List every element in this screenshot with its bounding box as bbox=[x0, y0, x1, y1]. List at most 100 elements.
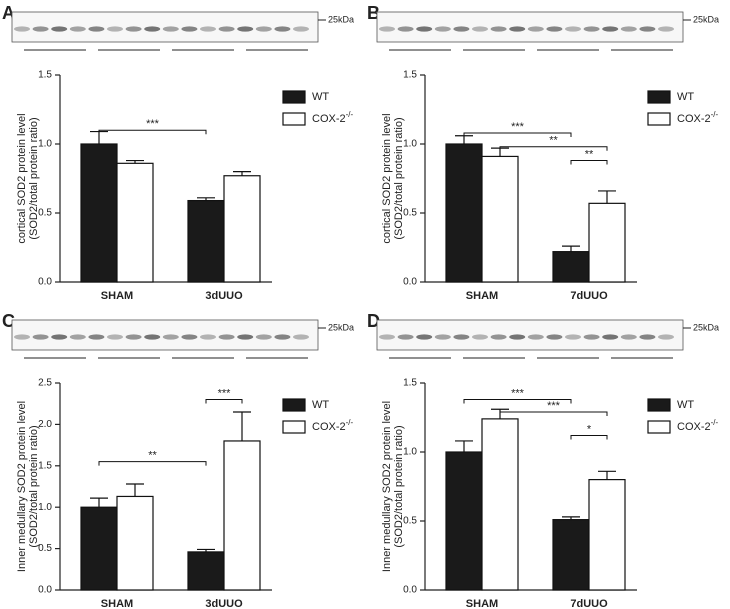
legend-name: COX-2 bbox=[312, 113, 346, 125]
blot-band bbox=[293, 334, 309, 340]
y-tick-label: 0.0 bbox=[403, 585, 417, 596]
significance-bracket bbox=[98, 129, 207, 135]
legend-swatch bbox=[282, 420, 306, 434]
bar bbox=[223, 175, 261, 283]
x-tick-label: 7dUUO bbox=[570, 598, 608, 609]
error-bar bbox=[126, 159, 144, 164]
y-tick-label: 0.0 bbox=[38, 277, 52, 288]
significance-label: ** bbox=[549, 135, 558, 147]
error-bar bbox=[197, 548, 215, 552]
blot-band bbox=[583, 26, 600, 32]
significance-label: *** bbox=[146, 118, 160, 130]
x-tick-label: 3dUUO bbox=[205, 598, 243, 609]
legend-name: WT bbox=[677, 91, 694, 103]
y-tick-label: 1.5 bbox=[403, 378, 417, 389]
error-bar bbox=[233, 411, 251, 441]
blot-band bbox=[69, 334, 86, 340]
legend-superscript: -/- bbox=[711, 110, 719, 119]
blot-band bbox=[658, 26, 674, 32]
blot-band bbox=[546, 334, 563, 340]
blot-band bbox=[602, 26, 619, 32]
significance-bracket bbox=[463, 132, 572, 137]
marker-label: 25kDa bbox=[693, 14, 719, 24]
y-tick-label: 0.5 bbox=[38, 543, 52, 554]
y-tick-label: 0.5 bbox=[403, 516, 417, 527]
bar bbox=[481, 418, 519, 591]
blot-band bbox=[416, 334, 433, 340]
bar bbox=[80, 143, 118, 283]
legend-swatch bbox=[282, 90, 306, 104]
blot-band bbox=[379, 334, 395, 340]
error-bar bbox=[233, 171, 251, 176]
y-axis-label: (SOD2/total protein ratio) bbox=[393, 117, 405, 239]
error-bar bbox=[126, 483, 144, 497]
legend-name: COX-2 bbox=[312, 421, 346, 433]
blot-band bbox=[546, 26, 563, 32]
blot-band bbox=[639, 334, 656, 340]
significance-bracket bbox=[98, 461, 207, 466]
significance-bracket bbox=[463, 399, 572, 404]
legend-name: WT bbox=[312, 91, 329, 103]
legend-label: COX-2-/- bbox=[312, 110, 354, 125]
significance-label: ** bbox=[585, 148, 594, 160]
blot-band bbox=[490, 26, 507, 32]
blot-band bbox=[583, 334, 600, 340]
x-tick-label: SHAM bbox=[101, 598, 133, 609]
blot-band bbox=[620, 26, 637, 32]
y-tick-label: 2.5 bbox=[38, 378, 52, 389]
x-tick-label: SHAM bbox=[466, 598, 498, 609]
blot-band bbox=[274, 26, 291, 32]
error-bar bbox=[598, 470, 616, 480]
blot-band bbox=[218, 334, 235, 340]
blot-band bbox=[255, 26, 272, 32]
blot-band bbox=[162, 334, 179, 340]
error-bar bbox=[455, 135, 473, 144]
y-tick-label: 0.0 bbox=[403, 277, 417, 288]
blot-band bbox=[200, 26, 216, 32]
bar bbox=[187, 199, 225, 283]
blot-band bbox=[639, 26, 656, 32]
y-tick-label: 1.0 bbox=[38, 139, 52, 150]
blot-band bbox=[14, 26, 30, 32]
bar bbox=[588, 202, 626, 283]
legend-swatch bbox=[647, 420, 671, 434]
significance-bracket bbox=[499, 146, 608, 151]
error-bar bbox=[455, 440, 473, 452]
legend-label: WT bbox=[677, 399, 694, 411]
blot-band bbox=[51, 26, 68, 32]
blot-band bbox=[453, 26, 470, 32]
significance-label: * bbox=[587, 423, 592, 435]
bar bbox=[80, 506, 118, 591]
blot-band bbox=[509, 334, 526, 340]
significance-label: *** bbox=[511, 121, 525, 133]
significance-label: ** bbox=[148, 450, 157, 462]
legend-name: COX-2 bbox=[677, 113, 711, 125]
blot-band bbox=[32, 26, 49, 32]
y-tick-label: 0.5 bbox=[403, 208, 417, 219]
bar bbox=[445, 451, 483, 591]
blot-band bbox=[490, 334, 507, 340]
legend-label: COX-2-/- bbox=[312, 418, 354, 433]
legend-label: WT bbox=[312, 91, 329, 103]
significance-label: *** bbox=[218, 387, 232, 399]
legend-superscript: -/- bbox=[346, 110, 354, 119]
error-bar bbox=[562, 516, 580, 520]
legend-superscript: -/- bbox=[711, 418, 719, 427]
blot-band bbox=[416, 26, 433, 32]
blot-band bbox=[565, 334, 581, 340]
y-tick-label: 1.0 bbox=[38, 502, 52, 513]
y-axis-label: (SOD2/total protein ratio) bbox=[28, 117, 40, 239]
marker-label: 25kDa bbox=[328, 14, 354, 24]
legend-name: WT bbox=[312, 399, 329, 411]
blot-band bbox=[602, 334, 619, 340]
blot-band bbox=[107, 334, 123, 340]
bar bbox=[552, 519, 590, 591]
y-tick-label: 1.5 bbox=[38, 70, 52, 81]
legend-swatch bbox=[282, 112, 306, 126]
x-tick-label: SHAM bbox=[101, 290, 133, 302]
y-tick-label: 1.5 bbox=[38, 460, 52, 471]
